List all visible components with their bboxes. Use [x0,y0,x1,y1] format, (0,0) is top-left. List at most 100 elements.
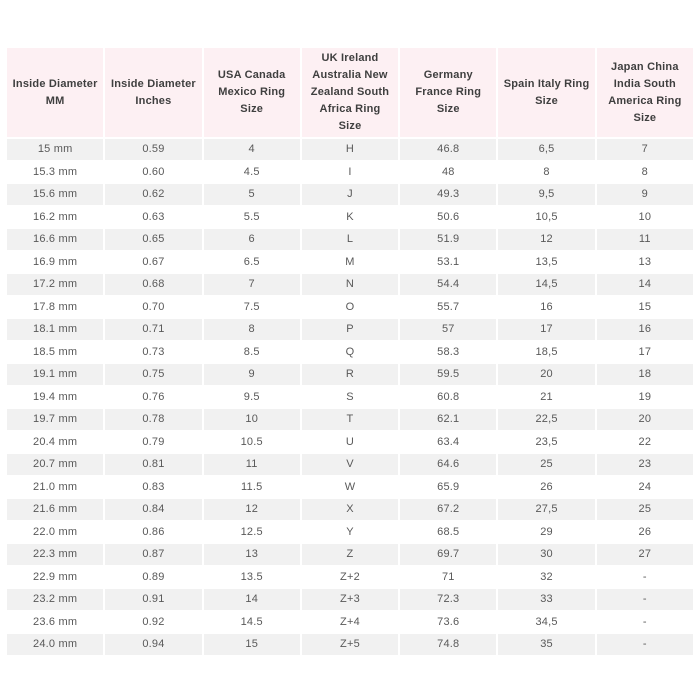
cell: Z+4 [301,611,399,633]
cell: 67.2 [400,499,497,520]
cell: 6 [203,229,300,250]
table-row: 22.3 mm 0.87 13 Z 69.7 30 27 [7,544,693,565]
cell: 0.70 [105,296,202,318]
cell: 12.5 [203,521,300,543]
cell: L [301,229,399,250]
cell: 19.7 mm [7,409,104,430]
table-row: 18.5 mm 0.73 8.5 Q 58.3 18,5 17 [7,341,693,363]
cell: 15 [596,296,693,318]
cell: K [301,206,399,228]
cell: - [596,634,693,655]
cell: 13.5 [203,566,300,588]
table-row: 19.7 mm 0.78 10 T 62.1 22,5 20 [7,409,693,430]
cell: 9 [596,184,693,205]
cell: 8 [596,161,693,183]
cell: 55.7 [400,296,497,318]
cell: 16 [596,319,693,340]
table-body: 15 mm 0.59 4 H 46.8 6,5 7 15.3 mm 0.60 4.5 I 48 8 8 15… [7,139,693,655]
cell: 0.76 [105,386,202,408]
cell: - [596,611,693,633]
cell: 12 [498,229,595,250]
cell: 20 [596,409,693,430]
cell: Q [301,341,399,363]
column-header-1: Inside Diameter MM [7,48,104,138]
cell: 11.5 [203,476,300,498]
table-row: 19.4 mm 0.76 9.5 S 60.8 21 19 [7,386,693,408]
table-row: 16.2 mm 0.63 5.5 K 50.6 10,5 10 [7,206,693,228]
column-header-6: Spain Italy Ring Size [498,48,595,138]
cell: 54.4 [400,274,497,295]
cell: 15 [203,634,300,655]
cell: 15.3 mm [7,161,104,183]
cell: N [301,274,399,295]
cell: 17 [596,341,693,363]
cell: 19.1 mm [7,364,104,385]
cell: 73.6 [400,611,497,633]
cell: 7 [596,139,693,160]
cell: 48 [400,161,497,183]
cell: - [596,566,693,588]
cell: 22,5 [498,409,595,430]
cell: 0.59 [105,139,202,160]
cell: 57 [400,319,497,340]
cell: 10,5 [498,206,595,228]
ring-size-conversion-table: Inside Diameter MM Inside Diameter Inches… [5,46,695,657]
table-row: 20.7 mm 0.81 11 V 64.6 25 23 [7,454,693,475]
cell: 13 [596,251,693,273]
table-row: 17.2 mm 0.68 7 N 54.4 14,5 14 [7,274,693,295]
table-row: 19.1 mm 0.75 9 R 59.5 20 18 [7,364,693,385]
cell: 22.0 mm [7,521,104,543]
table-header-row: Inside Diameter MM Inside Diameter Inches… [7,48,693,138]
cell: V [301,454,399,475]
cell: 0.71 [105,319,202,340]
cell: 0.68 [105,274,202,295]
table-row: 15.3 mm 0.60 4.5 I 48 8 8 [7,161,693,183]
cell: 27 [596,544,693,565]
table-row: 23.2 mm 0.91 14 Z+3 72.3 33- [7,589,693,610]
table-row: 21.6 mm 0.84 12 X 67.2 27,5 25 [7,499,693,520]
table-row: 18.1 mm 0.71 8 P 57 17 16 [7,319,693,340]
column-header-5: Germany France Ring Size [400,48,497,138]
cell: 6,5 [498,139,595,160]
cell: 16.9 mm [7,251,104,273]
cell: 10 [596,206,693,228]
cell: Z+5 [301,634,399,655]
cell: 0.86 [105,521,202,543]
cell: 0.62 [105,184,202,205]
cell: 18.5 mm [7,341,104,363]
cell: 23 [596,454,693,475]
cell: 18 [596,364,693,385]
cell: 17.2 mm [7,274,104,295]
cell: 11 [203,454,300,475]
column-header-3: USA Canada Mexico Ring Size [203,48,300,138]
cell: P [301,319,399,340]
table-row: 24.0 mm 0.94 15 Z+5 74.8 35- [7,634,693,655]
cell: 17.8 mm [7,296,104,318]
cell: 10.5 [203,431,300,453]
cell: 64.6 [400,454,497,475]
cell: 0.84 [105,499,202,520]
cell: 68.5 [400,521,497,543]
cell: 4.5 [203,161,300,183]
table-row: 17.8 mm 0.70 7.5 O 55.7 16 15 [7,296,693,318]
cell: 13,5 [498,251,595,273]
cell: W [301,476,399,498]
cell: 49.3 [400,184,497,205]
cell: 34,5 [498,611,595,633]
cell: T [301,409,399,430]
cell: 21.6 mm [7,499,104,520]
cell: 29 [498,521,595,543]
cell: 23.6 mm [7,611,104,633]
cell: 74.8 [400,634,497,655]
cell: 33 [498,589,595,610]
table-row: 22.9 mm 0.89 13.5 Z+2 71 32- [7,566,693,588]
cell: 0.87 [105,544,202,565]
cell: 65.9 [400,476,497,498]
table-header: Inside Diameter MM Inside Diameter Inches… [7,48,693,138]
cell: 11 [596,229,693,250]
cell: 22 [596,431,693,453]
cell: 14 [596,274,693,295]
cell: 71 [400,566,497,588]
cell: M [301,251,399,273]
cell: 24.0 mm [7,634,104,655]
